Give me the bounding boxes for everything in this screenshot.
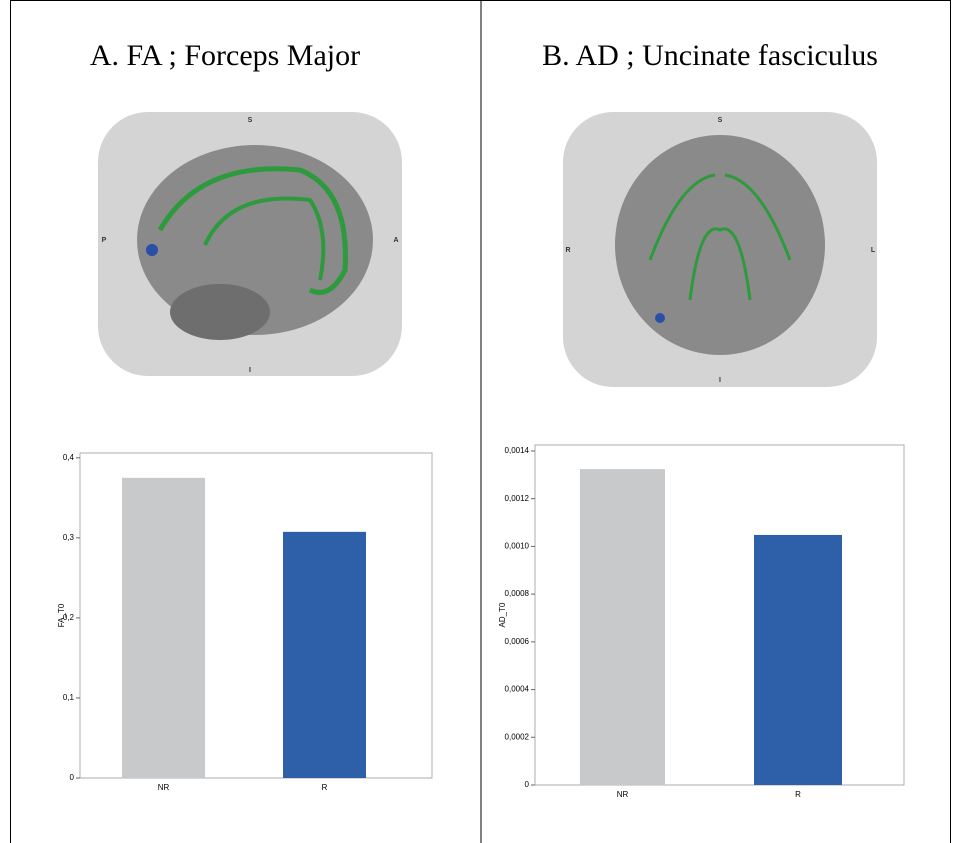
x-tick-label: NR bbox=[158, 783, 170, 792]
orientation-label: S bbox=[248, 117, 253, 124]
y-tick-label: 0,0004 bbox=[505, 685, 530, 694]
y-tick-label: 0,0014 bbox=[505, 446, 530, 455]
y-tick-label: 0,0002 bbox=[505, 732, 530, 741]
y-tick-label: 0,0008 bbox=[505, 589, 530, 598]
y-tick-label: 0,4 bbox=[63, 453, 75, 462]
y-tick-label: 0 bbox=[70, 773, 75, 782]
y-tick-label: 0,3 bbox=[63, 533, 75, 542]
y-tick-label: 0 bbox=[525, 780, 530, 789]
brain-image bbox=[563, 112, 877, 387]
bar bbox=[754, 535, 842, 785]
y-axis-label: FA_T0 bbox=[57, 603, 66, 627]
y-tick-label: 0,0006 bbox=[505, 637, 530, 646]
x-tick-label: NR bbox=[617, 790, 629, 799]
brain-image bbox=[98, 112, 402, 376]
chart-title: A. FA ; Forceps Major bbox=[90, 39, 360, 72]
orientation-label: S bbox=[718, 117, 723, 124]
y-tick-label: 0,1 bbox=[63, 693, 75, 702]
y-tick-label: 0,0012 bbox=[505, 494, 530, 503]
orientation-label: R bbox=[565, 247, 570, 254]
x-tick-label: R bbox=[322, 783, 328, 792]
orientation-label: I bbox=[719, 377, 721, 384]
bar bbox=[122, 478, 205, 778]
y-axis-label: AD_T0 bbox=[498, 602, 507, 627]
orientation-label: P bbox=[102, 237, 107, 244]
figure: SPAISRLIA. FA ; Forceps Major00,10,20,30… bbox=[0, 0, 953, 843]
x-tick-label: R bbox=[795, 790, 801, 799]
y-tick-label: 0,0010 bbox=[505, 542, 530, 551]
orientation-label: I bbox=[249, 367, 251, 374]
orientation-label: L bbox=[871, 247, 876, 254]
bar bbox=[283, 532, 366, 778]
orientation-label: A bbox=[393, 237, 398, 244]
bar bbox=[580, 469, 665, 785]
chart-title: B. AD ; Uncinate fasciculus bbox=[542, 39, 878, 72]
